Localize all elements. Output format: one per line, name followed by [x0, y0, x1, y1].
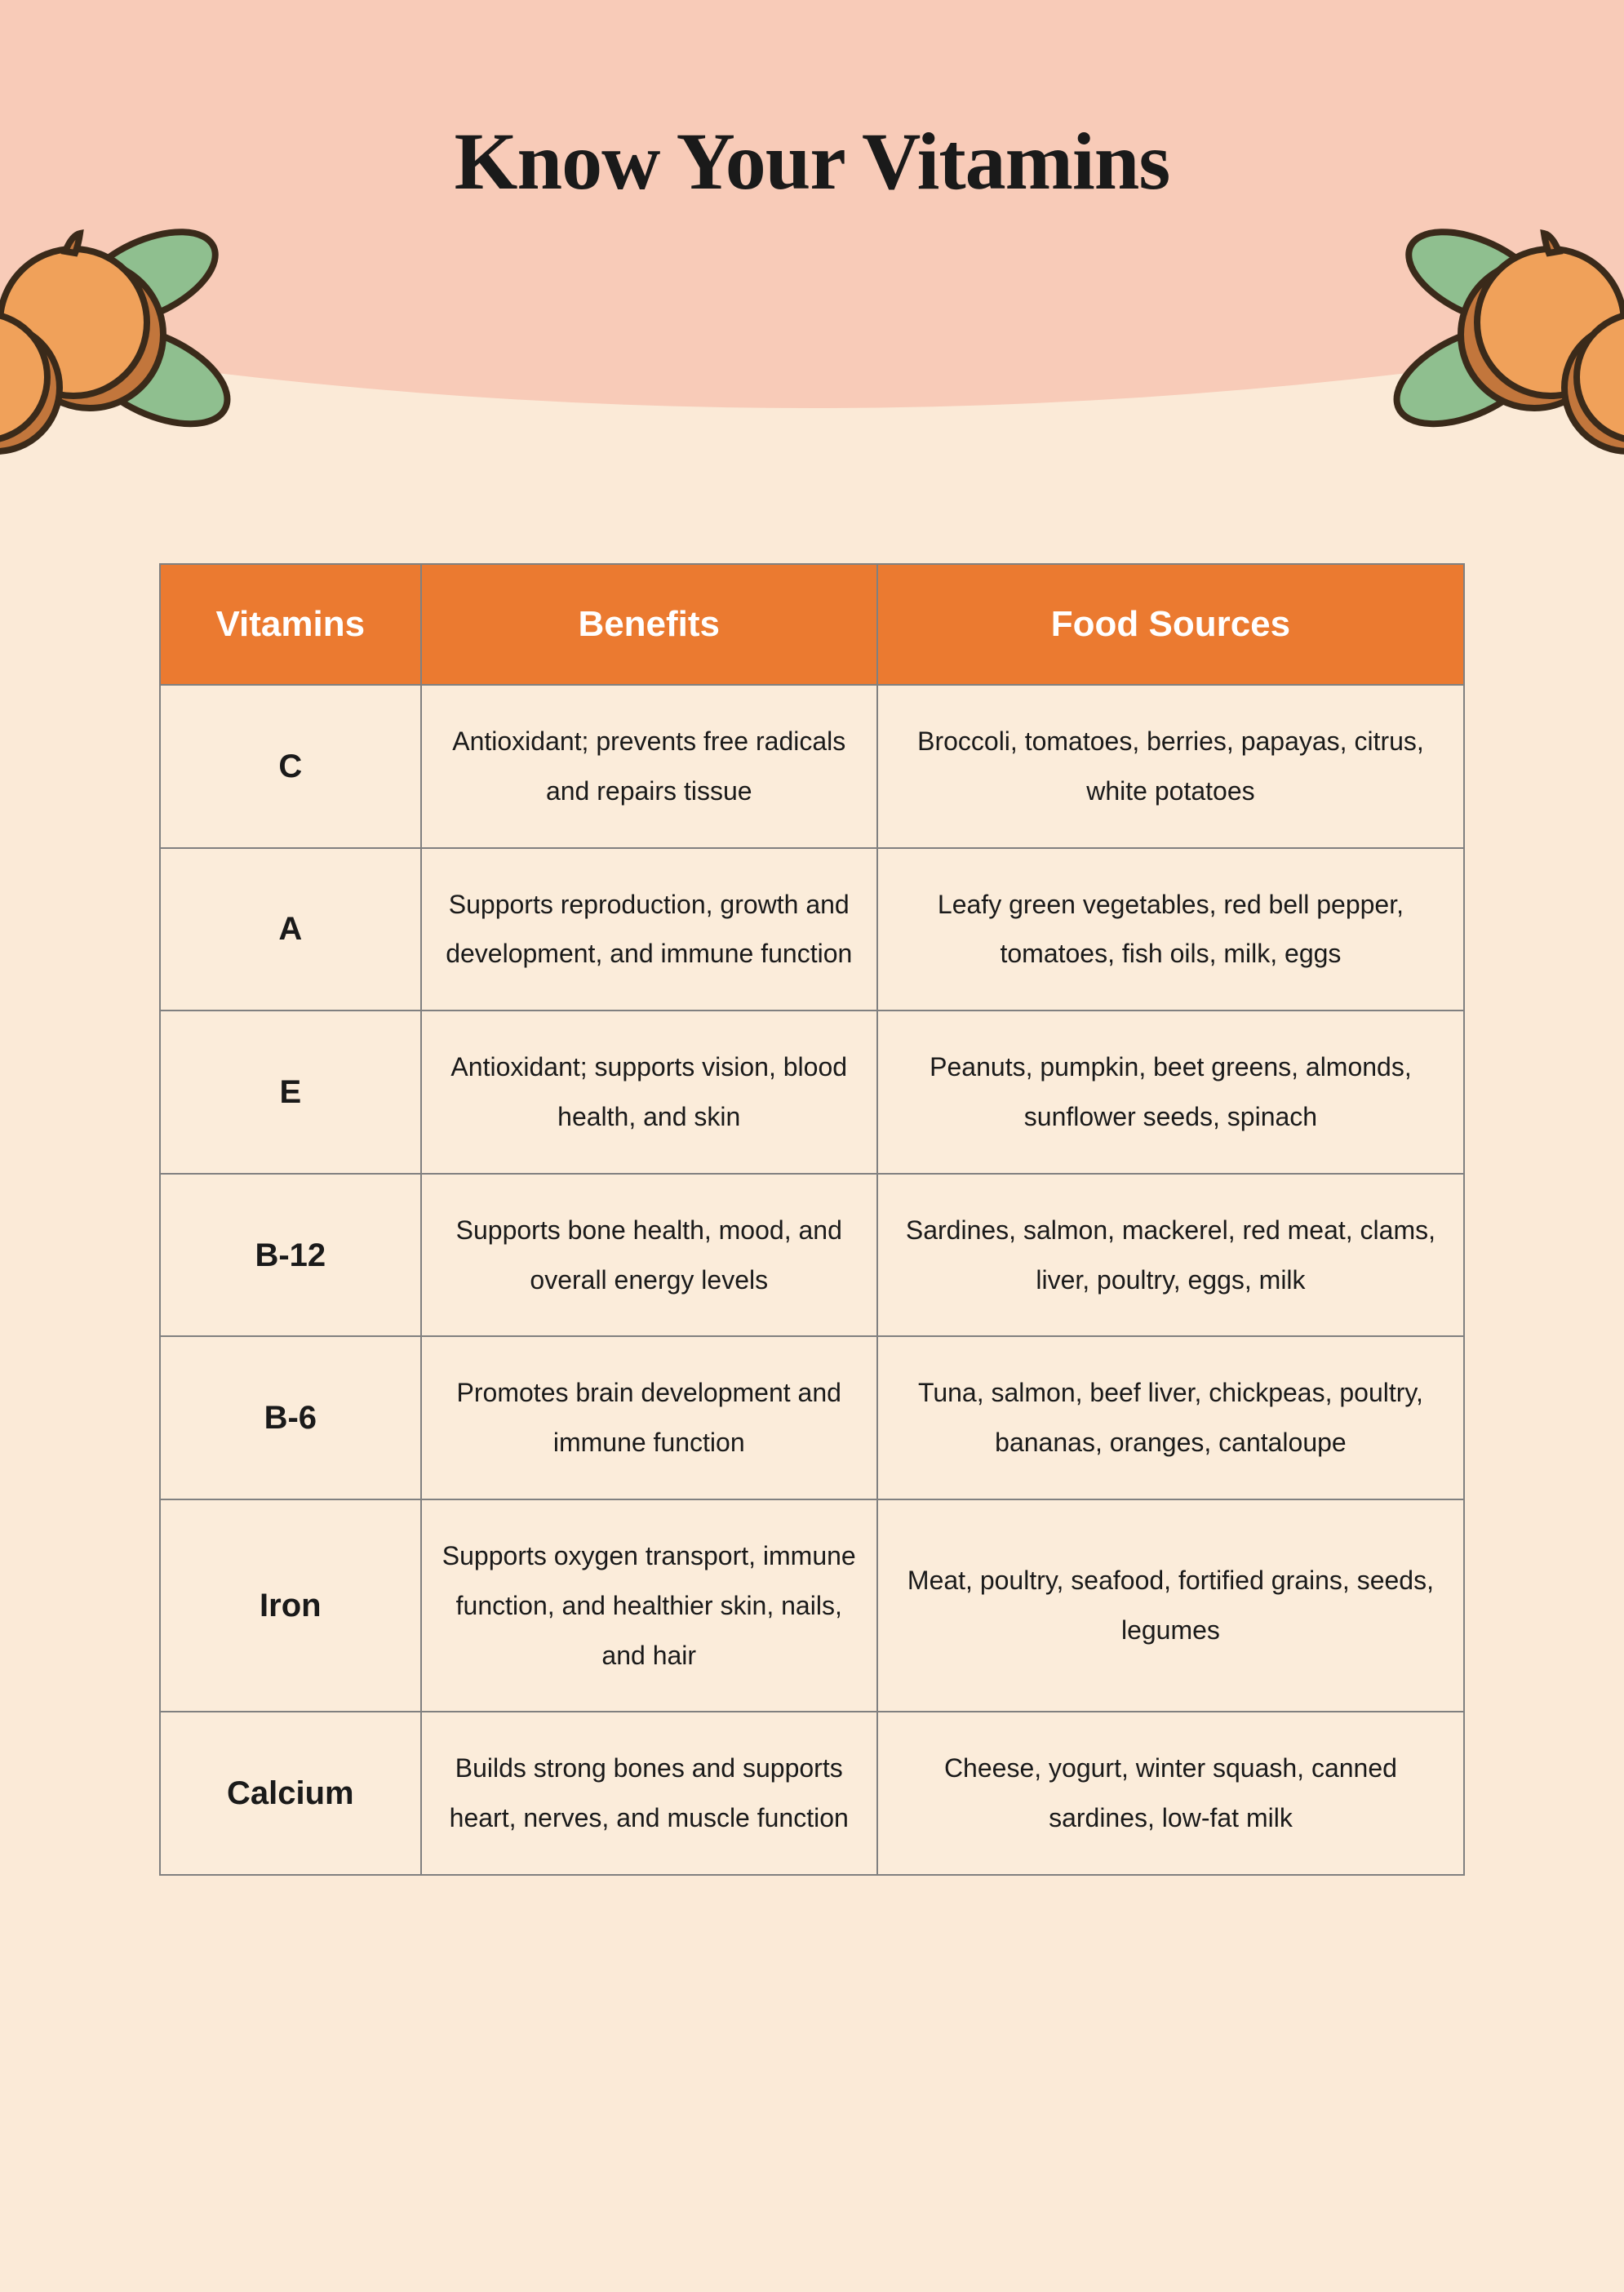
table-row: EAntioxidant; supports vision, blood hea…: [160, 1011, 1464, 1174]
table-body: CAntioxidant; prevents free radicals and…: [160, 685, 1464, 1875]
vitamin-name: B-12: [160, 1174, 421, 1337]
header-benefits: Benefits: [421, 564, 877, 685]
header-vitamins: Vitamins: [160, 564, 421, 685]
vitamin-sources: Tuna, salmon, beef liver, chickpeas, pou…: [877, 1336, 1464, 1499]
vitamin-sources: Cheese, yogurt, winter squash, canned sa…: [877, 1712, 1464, 1875]
vitamin-benefits: Antioxidant; supports vision, blood heal…: [421, 1011, 877, 1174]
vitamins-table-wrap: Vitamins Benefits Food Sources CAntioxid…: [159, 563, 1465, 1876]
fruit-decoration-left: [0, 188, 245, 486]
vitamin-name: Iron: [160, 1499, 421, 1712]
table-row: IronSupports oxygen transport, immune fu…: [160, 1499, 1464, 1712]
vitamin-benefits: Supports bone health, mood, and overall …: [421, 1174, 877, 1337]
vitamin-sources: Leafy green vegetables, red bell pepper,…: [877, 848, 1464, 1011]
vitamin-name: C: [160, 685, 421, 848]
vitamin-benefits: Antioxidant; prevents free radicals and …: [421, 685, 877, 848]
vitamin-name: E: [160, 1011, 421, 1174]
vitamin-benefits: Supports reproduction, growth and develo…: [421, 848, 877, 1011]
table-row: CAntioxidant; prevents free radicals and…: [160, 685, 1464, 848]
table-row: B-12Supports bone health, mood, and over…: [160, 1174, 1464, 1337]
table-row: B-6Promotes brain development and immune…: [160, 1336, 1464, 1499]
vitamin-name: Calcium: [160, 1712, 421, 1875]
vitamin-benefits: Supports oxygen transport, immune functi…: [421, 1499, 877, 1712]
vitamin-name: B-6: [160, 1336, 421, 1499]
fruit-decoration-right: [1379, 188, 1624, 486]
page-root: Know Your Vitamins: [0, 0, 1624, 2292]
vitamin-sources: Meat, poultry, seafood, fortified grains…: [877, 1499, 1464, 1712]
vitamin-sources: Broccoli, tomatoes, berries, papayas, ci…: [877, 685, 1464, 848]
table-row: CalciumBuilds strong bones and supports …: [160, 1712, 1464, 1875]
vitamin-benefits: Builds strong bones and supports heart, …: [421, 1712, 877, 1875]
vitamin-name: A: [160, 848, 421, 1011]
table-header-row: Vitamins Benefits Food Sources: [160, 564, 1464, 685]
header-food-sources: Food Sources: [877, 564, 1464, 685]
vitamin-sources: Sardines, salmon, mackerel, red meat, cl…: [877, 1174, 1464, 1337]
vitamin-benefits: Promotes brain development and immune fu…: [421, 1336, 877, 1499]
table-row: ASupports reproduction, growth and devel…: [160, 848, 1464, 1011]
vitamins-table: Vitamins Benefits Food Sources CAntioxid…: [159, 563, 1465, 1876]
vitamin-sources: Peanuts, pumpkin, beet greens, almonds, …: [877, 1011, 1464, 1174]
